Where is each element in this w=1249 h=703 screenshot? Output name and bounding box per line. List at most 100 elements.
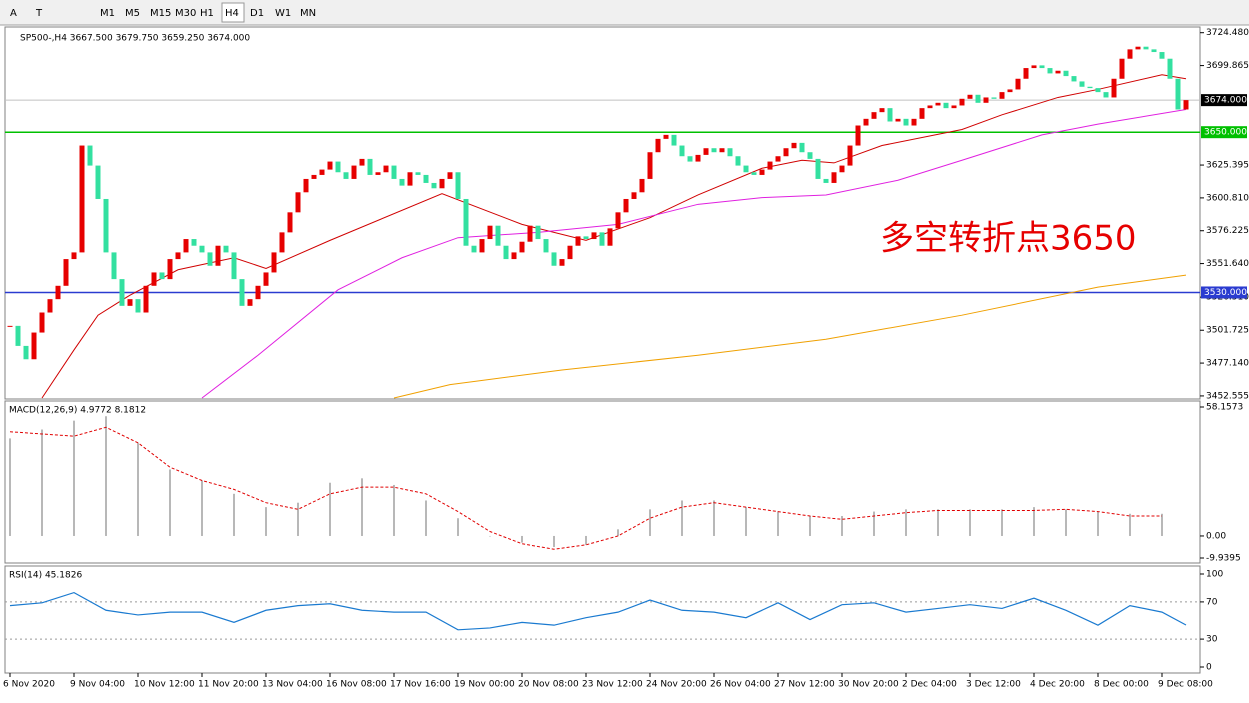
candle	[383, 165, 389, 173]
x-tick-label: 6 Nov 2020	[3, 680, 55, 690]
level-label: 3530.000	[1204, 288, 1247, 298]
candle	[535, 225, 541, 240]
candle	[735, 156, 741, 166]
macd-bar	[1129, 513, 1131, 536]
candle	[327, 161, 333, 170]
candle	[807, 152, 813, 159]
candle	[727, 148, 733, 157]
candle	[919, 108, 925, 119]
candle	[23, 345, 29, 360]
candle	[967, 94, 973, 99]
candle	[1183, 100, 1189, 110]
candle	[927, 105, 933, 109]
candle	[247, 299, 253, 306]
level-label-box	[1201, 94, 1247, 107]
macd-bar	[969, 509, 971, 536]
macd-bar	[233, 493, 235, 536]
candle	[639, 178, 645, 193]
tool-button[interactable]: T	[35, 8, 43, 19]
x-tick-label: 10 Nov 12:00	[134, 680, 195, 690]
candle	[935, 102, 941, 106]
candle	[887, 108, 893, 122]
candle	[519, 241, 525, 253]
candle	[687, 156, 693, 162]
candle	[623, 198, 629, 213]
candle	[879, 108, 885, 113]
candle	[447, 172, 453, 179]
candle	[415, 172, 421, 175]
candle	[591, 232, 597, 240]
candle	[951, 105, 957, 109]
timeframe-button[interactable]: MN	[300, 8, 316, 19]
candle	[511, 252, 517, 260]
x-tick-label: 9 Dec 08:00	[1158, 680, 1213, 690]
candle	[407, 172, 413, 186]
candle	[751, 172, 757, 175]
candle	[39, 312, 45, 333]
rsi-panel	[4, 565, 1201, 674]
candle	[895, 118, 901, 122]
candle	[127, 299, 133, 306]
timeframe-button[interactable]: M15	[150, 8, 171, 19]
candle	[775, 156, 781, 162]
candle	[143, 285, 149, 313]
y-tick-label: 3699.865	[1206, 61, 1249, 71]
candle	[255, 285, 261, 300]
candle	[111, 252, 117, 280]
candle	[95, 165, 101, 199]
timeframe-button[interactable]: M30	[175, 8, 196, 19]
timeframe-button[interactable]: M5	[125, 8, 140, 19]
macd-bar	[1001, 509, 1003, 536]
candle	[911, 118, 917, 126]
x-tick-label: 8 Dec 00:00	[1094, 680, 1149, 690]
candle	[767, 161, 773, 170]
timeframe-button[interactable]: W1	[275, 8, 291, 19]
candle	[71, 252, 77, 260]
x-tick-label: 4 Dec 20:00	[1030, 680, 1085, 690]
candle	[695, 154, 701, 162]
x-tick-label: 24 Nov 20:00	[646, 680, 707, 690]
macd-bar	[201, 480, 203, 536]
candle	[1071, 76, 1077, 82]
candle	[287, 212, 293, 233]
tool-button[interactable]: A	[10, 8, 17, 19]
candle	[671, 134, 677, 146]
timeframe-button[interactable]: H4	[225, 8, 239, 19]
x-tick-label: 20 Nov 08:00	[518, 680, 579, 690]
candle	[431, 182, 437, 189]
candle	[239, 279, 245, 306]
timeframe-button[interactable]: H1	[200, 8, 214, 19]
candle	[183, 239, 189, 253]
candle	[319, 169, 325, 175]
candle	[367, 158, 373, 175]
macd-bar	[649, 509, 651, 536]
candle	[791, 142, 797, 149]
candle	[263, 272, 269, 286]
candle	[575, 236, 581, 246]
timeframe-button[interactable]: M1	[100, 8, 115, 19]
level-label-box	[1201, 286, 1247, 299]
x-tick-label: 3 Dec 12:00	[966, 680, 1021, 690]
candle	[55, 285, 61, 300]
macd-bar	[681, 500, 683, 536]
candle	[567, 245, 573, 260]
candle	[1031, 65, 1037, 69]
candle	[839, 165, 845, 173]
candle	[615, 212, 621, 229]
candle	[871, 112, 877, 119]
macd-bar	[777, 511, 779, 536]
candle	[855, 125, 861, 146]
candle	[1175, 78, 1181, 110]
y-tick-label: 0	[1206, 663, 1212, 673]
candle	[1015, 78, 1021, 90]
candle	[1119, 58, 1125, 79]
candle	[295, 192, 301, 213]
candle	[135, 299, 141, 313]
timeframe-button[interactable]: D1	[250, 8, 264, 19]
macd-bar	[1065, 509, 1067, 536]
candle	[343, 172, 349, 179]
candle	[1167, 58, 1173, 79]
candle	[999, 92, 1005, 99]
candle	[1159, 52, 1165, 59]
candle	[311, 174, 317, 179]
